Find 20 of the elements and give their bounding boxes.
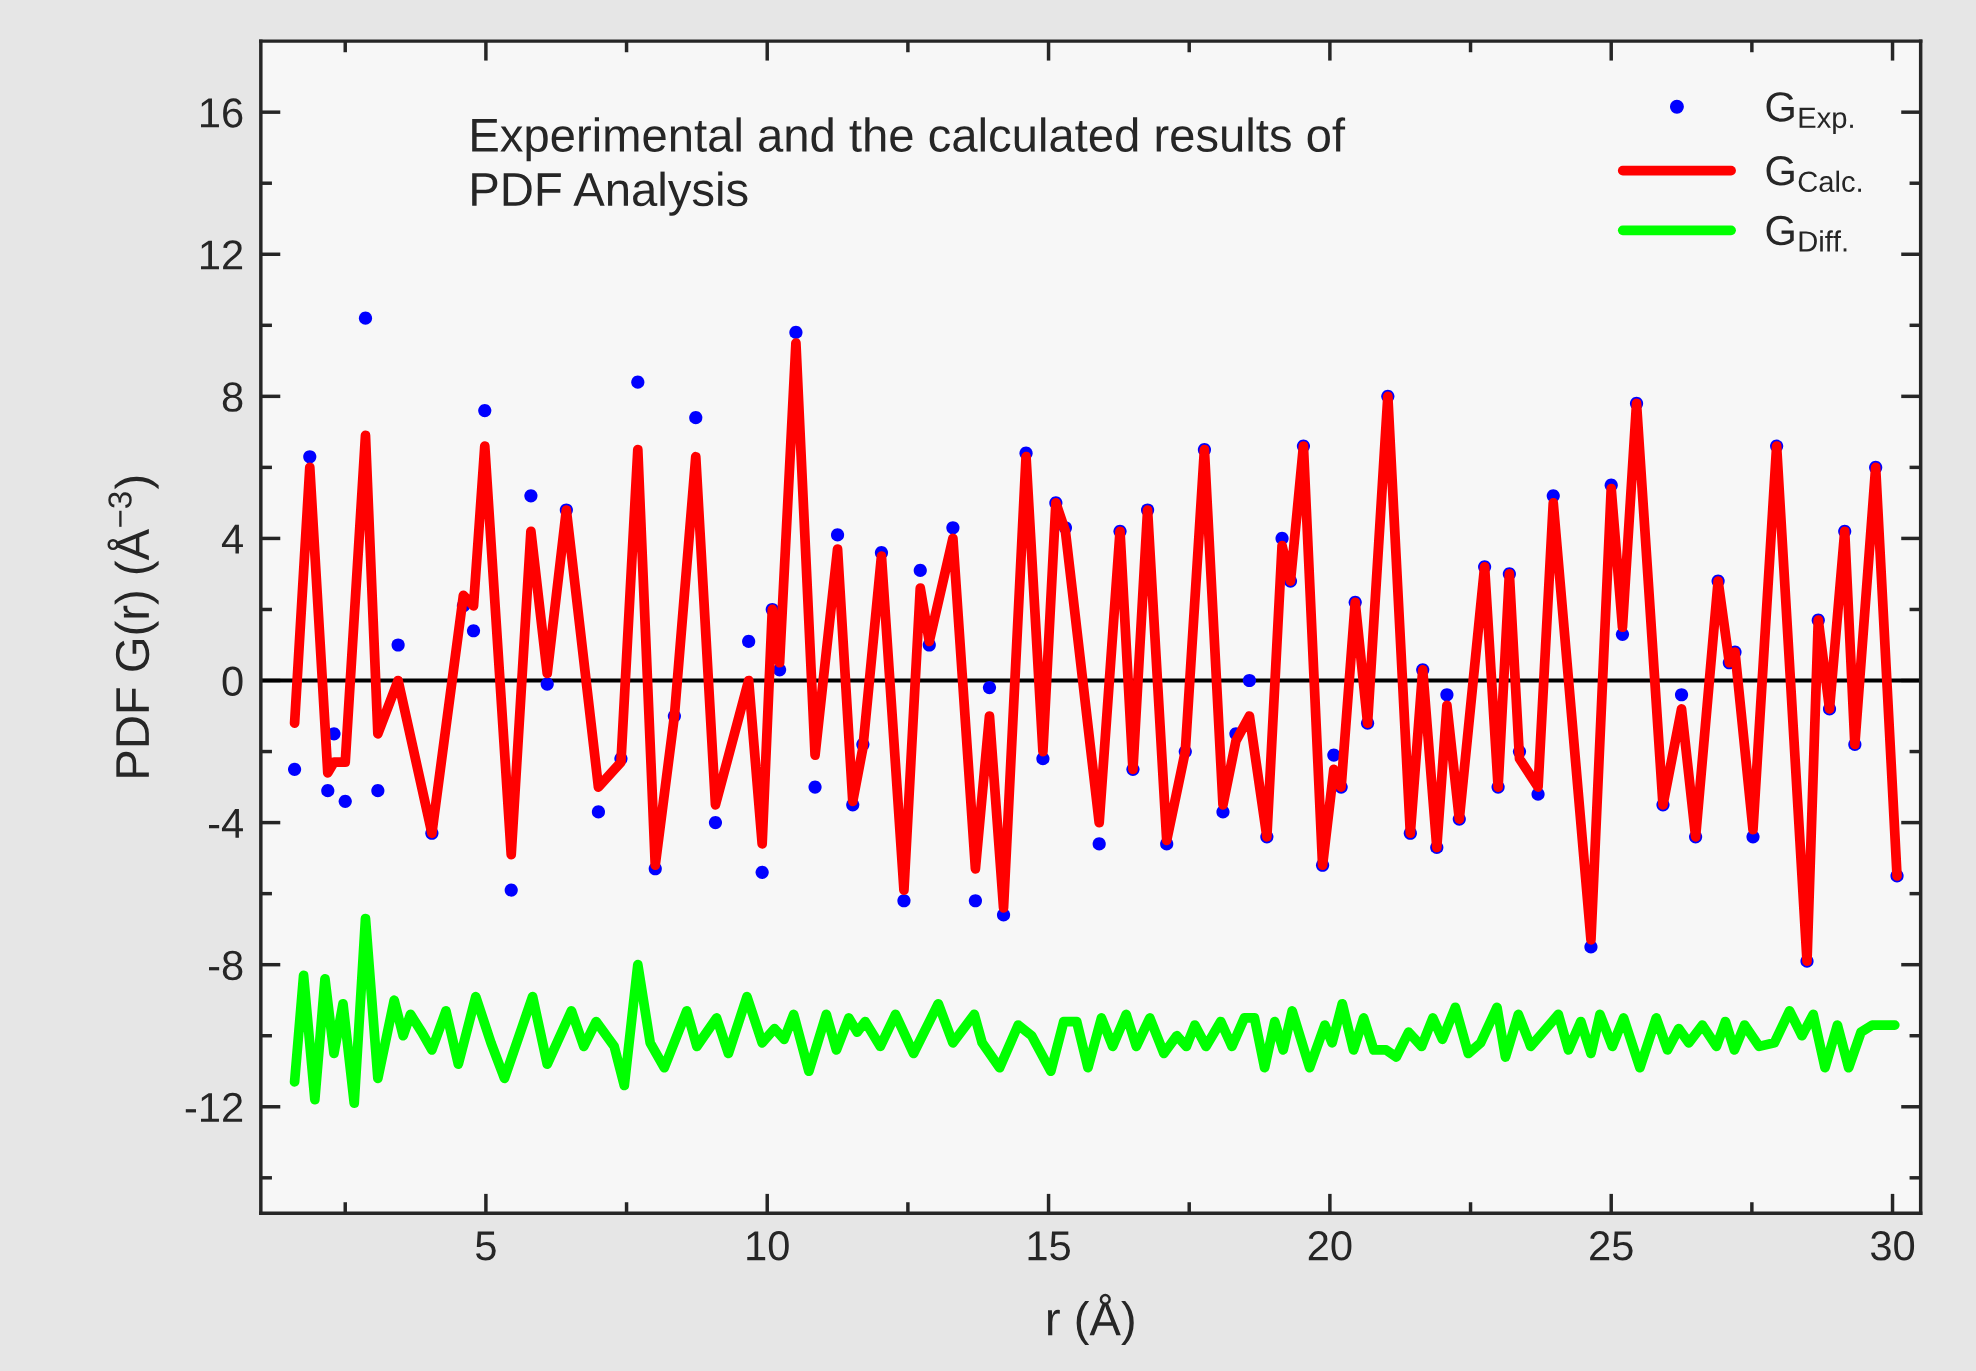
legend-label: G$_{Exp.}$ xyxy=(1766,92,1853,134)
x-tick-label: 30 xyxy=(1870,1231,1915,1261)
x-axis-title: r (Å) xyxy=(1047,1293,1134,1345)
legend-label: G$_{Diff.}$ xyxy=(1766,215,1847,252)
y-tick-label: 0 xyxy=(222,666,243,697)
y-tick-label: -12 xyxy=(185,1092,243,1122)
x-tick-label: 15 xyxy=(1028,1231,1070,1261)
y-tick-label: 4 xyxy=(221,524,243,554)
text: Experimental and the calculated results of PDF Analysis xyxy=(472,117,1346,216)
y-tick-label: 12 xyxy=(201,240,243,270)
x-tick-label: 25 xyxy=(1590,1231,1633,1261)
y-axis-title: PDF G(r) (Å$^{−3}$) xyxy=(107,476,159,777)
y-tick-label: -8 xyxy=(208,950,243,981)
legend-label: G$_{Calc.}$ xyxy=(1766,156,1862,193)
y-tick-label: 8 xyxy=(222,382,243,412)
x-tick-label: 5 xyxy=(475,1231,496,1261)
y-tick-label: -4 xyxy=(208,809,243,838)
x-tick-label: 10 xyxy=(747,1231,789,1261)
y-tick-label: 16 xyxy=(201,98,243,128)
x-tick-label: 20 xyxy=(1308,1231,1352,1261)
